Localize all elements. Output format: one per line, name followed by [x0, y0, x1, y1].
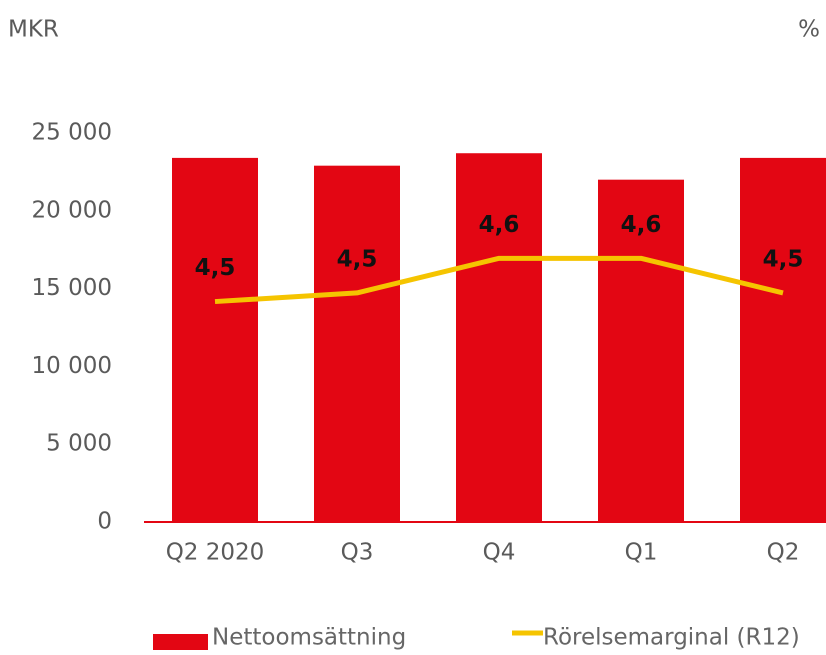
- bar: [598, 179, 684, 522]
- x-tick-label: Q3: [341, 540, 374, 566]
- bar: [172, 157, 258, 522]
- x-tick-label: Q2: [767, 540, 800, 566]
- legend-swatch: [153, 634, 208, 650]
- bar: [740, 157, 826, 522]
- y-tick-label: 25 000: [32, 120, 112, 146]
- bar: [314, 165, 400, 522]
- data-label: 4,5: [337, 246, 378, 272]
- y2-axis-label: %: [798, 17, 820, 43]
- y-tick-label: 15 000: [32, 275, 112, 301]
- data-label: 4,6: [479, 212, 520, 238]
- y-tick-label: 0: [97, 509, 112, 535]
- data-label: 4,6: [621, 212, 662, 238]
- x-tick-label: Q4: [483, 540, 516, 566]
- y-tick-label: 20 000: [32, 197, 112, 223]
- y-tick-label: 10 000: [32, 353, 112, 379]
- legend-label: Nettoomsättning: [212, 625, 406, 651]
- legend-label: Rörelsemarginal (R12): [543, 625, 800, 651]
- y-axis-label: MKR: [8, 17, 59, 43]
- data-label: 4,5: [763, 246, 804, 272]
- x-tick-label: Q1: [625, 540, 658, 566]
- y-tick-label: 5 000: [46, 431, 112, 457]
- data-label: 4,5: [195, 255, 236, 281]
- x-tick-label: Q2 2020: [166, 540, 265, 566]
- bar: [456, 153, 542, 522]
- line: [214, 255, 784, 305]
